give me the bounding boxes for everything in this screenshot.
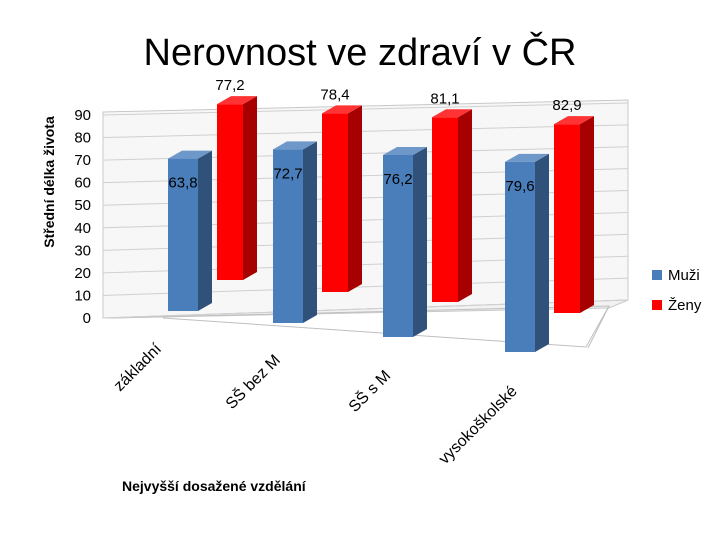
data-label: 82,9 — [552, 97, 581, 114]
bars — [168, 96, 594, 352]
bar-zeny-2-top — [322, 105, 362, 114]
x-axis-label: Nejvyšší dosažené vzdělání — [122, 478, 307, 494]
bar-zeny-4 — [554, 116, 594, 313]
bar-muzi-1-front — [168, 158, 198, 311]
y-tick-label: 90 — [74, 107, 91, 124]
data-label: 63,8 — [168, 175, 197, 192]
bar-muzi-3-front — [383, 154, 413, 337]
bar-muzi-3-side — [413, 146, 427, 337]
legend: Muži Ženy — [652, 267, 702, 314]
bar-zeny-4-top — [554, 116, 594, 125]
gridline — [102, 124, 629, 139]
data-label: 72,7 — [273, 165, 302, 182]
bar-muzi-1-top — [168, 150, 212, 159]
bar-muzi-3-top — [383, 146, 427, 155]
bar-zeny-3-side — [458, 109, 472, 303]
bar-muzi-1 — [168, 150, 212, 311]
x-axis-categories: základní SŠ bez M SŠ s M vysokoškolské — [111, 340, 521, 468]
data-label: 77,2 — [215, 77, 244, 94]
bar-zeny-1-side — [243, 96, 257, 281]
bar-muzi-2-top — [273, 141, 317, 150]
bar-muzi-4-top — [505, 153, 549, 162]
y-tick-label: 10 — [74, 287, 91, 304]
data-label: 78,4 — [320, 86, 349, 103]
y-tick-label: 40 — [74, 220, 91, 237]
bar-zeny-1-front — [217, 104, 243, 281]
gridline — [102, 102, 629, 116]
y-tick-label: 70 — [74, 152, 91, 169]
data-label: 81,1 — [430, 90, 459, 107]
bar-muzi-2-side — [303, 141, 317, 323]
y-axis-ticks: 0 10 20 30 40 50 60 70 80 90 — [74, 107, 91, 327]
floor-edge — [111, 305, 610, 348]
bar-muzi-2 — [273, 141, 317, 323]
y-tick-label: 30 — [74, 242, 91, 259]
bar-muzi-4 — [505, 153, 549, 352]
y-tick-label: 80 — [74, 130, 91, 147]
bar-zeny-2 — [322, 105, 362, 292]
bar-muzi-1-side — [198, 150, 212, 311]
bar-zeny-1-top — [217, 96, 257, 105]
bar-zeny-1 — [217, 96, 257, 281]
x-category-label: SŠ s M — [344, 366, 394, 416]
x-category-label: vysokoškolské — [436, 383, 521, 468]
bar-zeny-3-top — [432, 109, 472, 118]
bar-zeny-3 — [432, 109, 472, 303]
bar-zeny-4-side — [580, 116, 594, 313]
bar-muzi-4-front — [505, 161, 535, 352]
bar-zeny-2-front — [322, 113, 348, 292]
legend-label: Muži — [668, 267, 700, 284]
bar-muzi-4-side — [535, 153, 549, 352]
y-axis-label: Střední délka života — [41, 116, 57, 248]
y-tick-label: 60 — [74, 175, 91, 192]
data-label: 79,6 — [505, 178, 534, 195]
bar-muzi-2-front — [273, 149, 303, 323]
floor-right-edge — [587, 305, 610, 349]
x-category-label: základní — [111, 340, 166, 395]
legend-swatch — [652, 300, 662, 310]
bar-zeny-4-front — [554, 124, 580, 313]
bar-zeny-2-side — [348, 105, 362, 292]
y-tick-label: 50 — [74, 197, 91, 214]
legend-label: Ženy — [668, 297, 702, 314]
bar-muzi-3 — [383, 146, 427, 337]
x-category-label: SŠ bez M — [221, 350, 283, 412]
legend-swatch — [652, 270, 662, 280]
slide-title: Nerovnost ve zdraví v ČR — [143, 32, 577, 74]
data-labels: 77,2 78,4 81,1 82,9 63,8 72,7 76,2 79,6 — [168, 77, 581, 195]
y-tick-label: 0 — [83, 310, 91, 327]
bar-zeny-3-front — [432, 117, 458, 303]
y-tick-label: 20 — [74, 265, 91, 282]
data-label: 76,2 — [383, 171, 412, 188]
